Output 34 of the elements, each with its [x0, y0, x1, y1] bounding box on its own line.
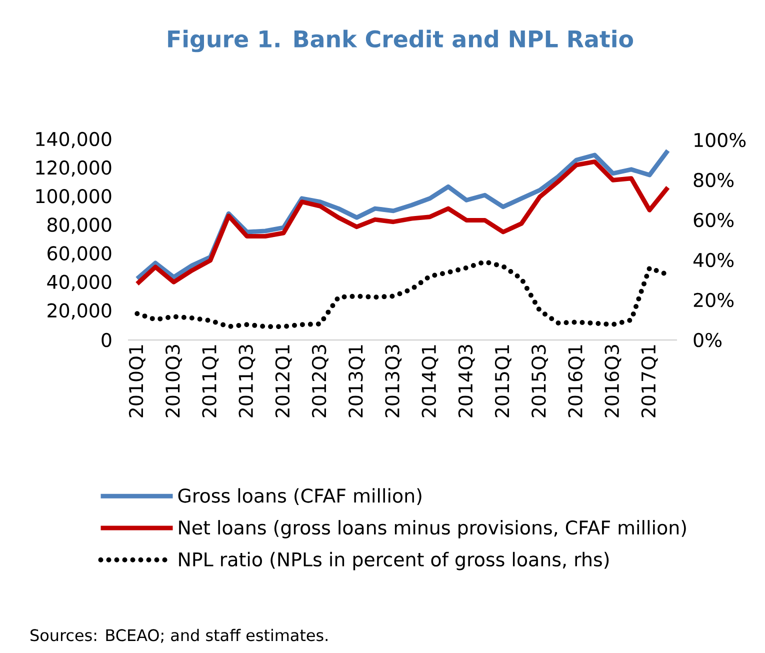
y-tick-label: 80,000: [48, 218, 112, 234]
y-tick-label: 0: [102, 332, 112, 348]
y-tick-label: 20,000: [48, 303, 112, 320]
x-tick-label: 2010Q1: [128, 345, 146, 418]
y2-tick-label: 100%: [694, 132, 746, 148]
x-tick-label: 2012Q1: [275, 345, 292, 418]
source-note: Sources: BCEAO; and staff estimates.: [30, 628, 328, 643]
y-tick-label: 140,000: [36, 132, 112, 148]
chart-title: Figure 1. Bank Credit and NPL Ratio: [168, 30, 634, 52]
x-tick-label: 2012Q3: [312, 345, 328, 418]
y2-tick-label: 40%: [693, 252, 734, 268]
x-tick-label: 2011Q3: [238, 345, 256, 418]
x-tick-label: 2014Q3: [458, 345, 475, 418]
y2-tick-label: 80%: [694, 172, 734, 188]
y-tick-label: 40,000: [47, 274, 112, 291]
x-tick-label: 2013Q1: [348, 345, 365, 418]
y2-tick-label: 20%: [694, 292, 734, 308]
x-tick-label: 2011Q1: [202, 345, 219, 418]
x-tick-label: 2016Q1: [568, 345, 585, 418]
y-tick-label: 120,000: [36, 160, 112, 177]
y2-tick-label: 0%: [694, 332, 722, 348]
x-tick-label: 2014Q1: [422, 345, 438, 418]
y2-tick-label: 60%: [694, 212, 734, 228]
x-tick-label: 2015Q1: [494, 345, 512, 418]
y-tick-label: 60,000: [48, 246, 112, 262]
legend-label: Gross loans (CFAF million): [178, 488, 422, 506]
x-tick-label: 2016Q3: [604, 345, 622, 418]
x-tick-label: 2015Q3: [532, 345, 548, 418]
x-tick-label: 2010Q3: [166, 345, 182, 418]
legend-label: Net loans (gross loans minus provisions, CFAF million): [179, 520, 686, 538]
x-tick-label: 2013Q3: [385, 345, 402, 418]
legend-label: NPL ratio (NPLs in percent of gross loans, rhs): [179, 552, 609, 570]
y-tick-label: 100,000: [36, 189, 112, 206]
x-tick-label: 2017Q1: [641, 345, 658, 418]
